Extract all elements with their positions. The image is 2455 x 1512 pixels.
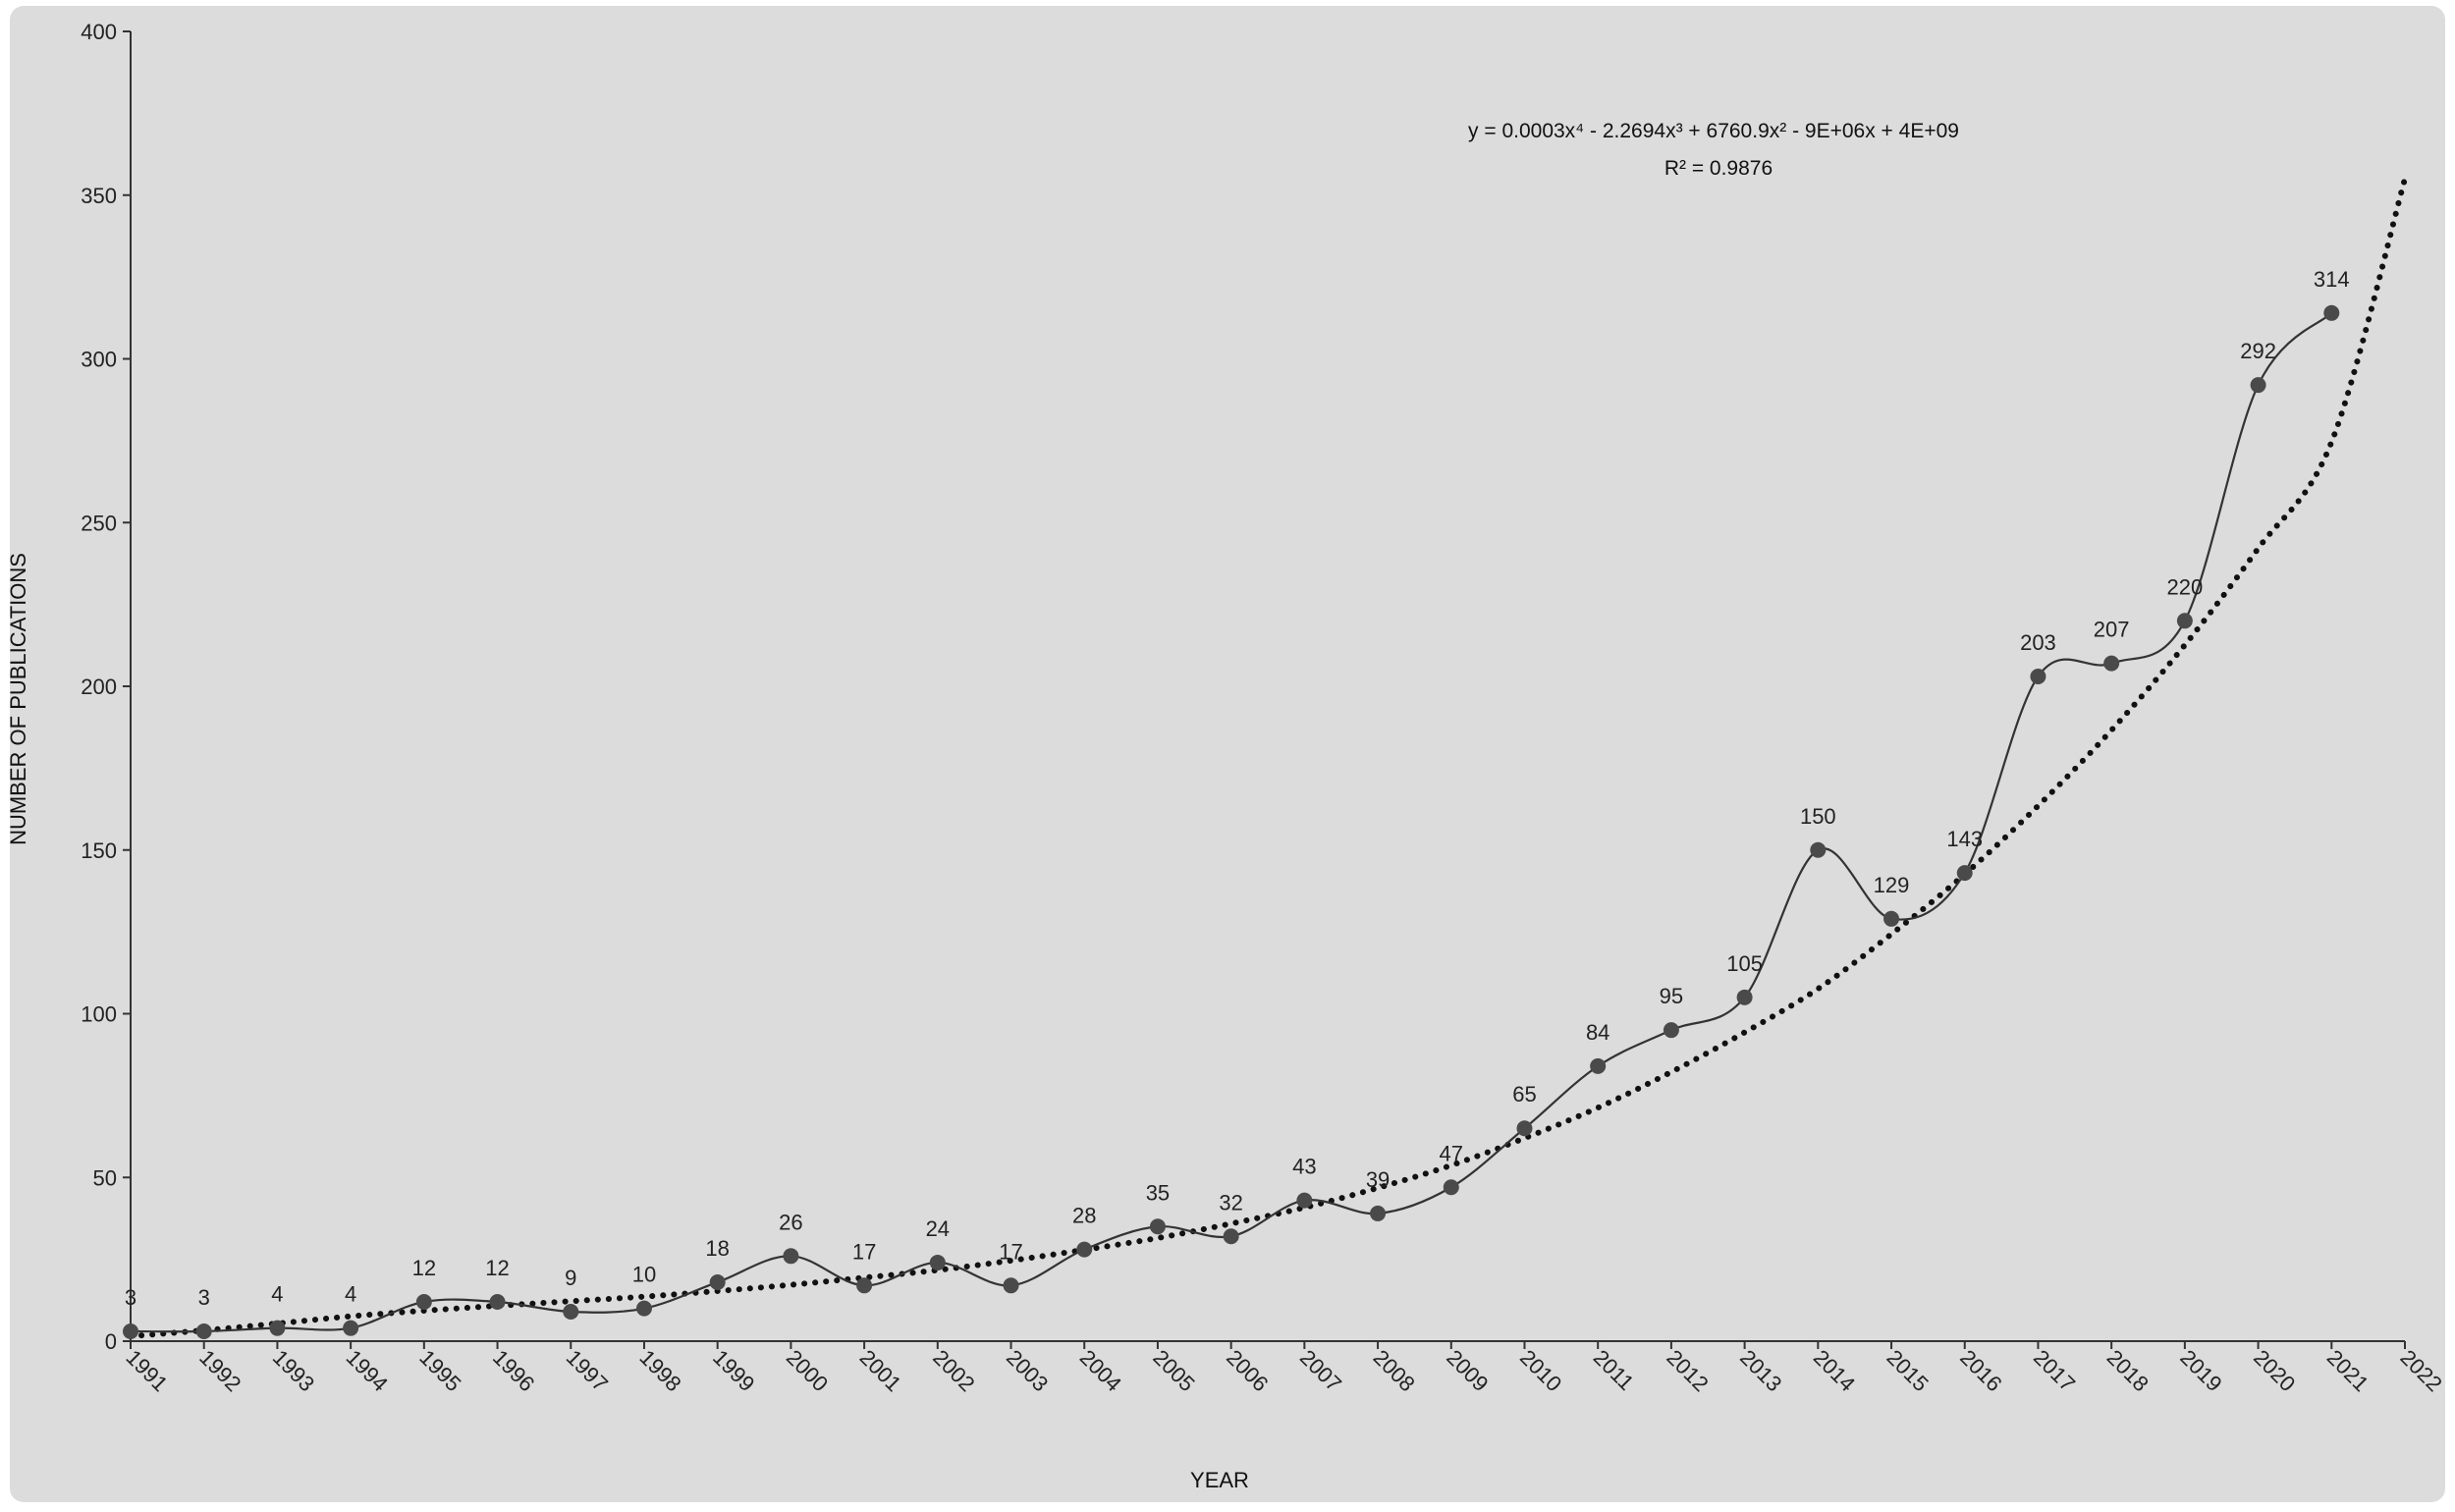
trendline-equation: y = 0.0003x⁴ - 2.2694x³ + 6760.9x² - 9E+… — [1468, 120, 1959, 142]
data-point — [489, 1293, 506, 1310]
data-point — [1296, 1192, 1313, 1209]
data-point — [123, 1323, 138, 1339]
data-point — [195, 1323, 212, 1339]
y-tick-label: 100 — [81, 1002, 117, 1027]
data-point — [635, 1300, 652, 1317]
data-point — [2250, 377, 2266, 394]
data-label: 220 — [2167, 574, 2204, 599]
y-tick-label: 50 — [93, 1165, 117, 1190]
trendline-r-squared: R² = 0.9876 — [1664, 157, 1773, 180]
data-point — [343, 1320, 359, 1336]
data-point — [2176, 613, 2193, 629]
data-point — [1516, 1120, 1533, 1137]
data-point — [783, 1248, 799, 1265]
trendline — [128, 176, 2408, 1339]
series-1 — [123, 304, 2340, 1339]
data-point — [1810, 841, 1827, 858]
data-label: 9 — [565, 1266, 576, 1290]
data-point — [1223, 1228, 1239, 1245]
data-label: 24 — [926, 1216, 950, 1241]
data-label: 43 — [1292, 1155, 1316, 1179]
data-point — [1443, 1179, 1459, 1196]
data-point — [1149, 1218, 1166, 1235]
data-point — [1663, 1022, 1679, 1039]
data-label: 95 — [1660, 984, 1683, 1008]
y-tick-label: 400 — [81, 20, 117, 44]
data-label: 3 — [125, 1285, 136, 1310]
y-tick-label: 200 — [81, 675, 117, 699]
data-label: 10 — [632, 1263, 656, 1287]
y-tick-label: 150 — [81, 838, 117, 863]
data-label: 3 — [198, 1285, 210, 1310]
data-point — [563, 1303, 579, 1320]
data-label: 17 — [999, 1239, 1022, 1264]
data-label: 32 — [1219, 1190, 1242, 1215]
data-point — [1076, 1241, 1093, 1258]
data-point — [1370, 1205, 1387, 1221]
data-label: 314 — [2314, 267, 2350, 292]
data-label: 12 — [412, 1256, 436, 1280]
data-point — [1590, 1057, 1607, 1074]
data-point — [709, 1273, 726, 1290]
y-tick-label: 300 — [81, 348, 117, 372]
trendline-path — [128, 176, 2408, 1339]
data-label: 105 — [1726, 951, 1763, 976]
data-label: 4 — [271, 1282, 283, 1307]
data-label: 143 — [1946, 827, 1983, 851]
data-point — [2030, 668, 2046, 684]
data-label: 65 — [1512, 1082, 1536, 1107]
data-point — [2103, 655, 2120, 672]
data-point — [269, 1320, 286, 1336]
y-tick-label: 0 — [105, 1329, 117, 1354]
data-point — [1883, 910, 1900, 927]
y-tick-label: 350 — [81, 184, 117, 208]
data-label: 35 — [1146, 1180, 1170, 1205]
data-label: 129 — [1874, 873, 1910, 897]
data-label: 4 — [345, 1282, 356, 1307]
data-label: 207 — [2094, 618, 2130, 642]
x-axis-title: YEAR — [1190, 1468, 1249, 1492]
data-label: 26 — [779, 1210, 802, 1234]
data-point — [929, 1254, 946, 1270]
y-axis-title: NUMBER OF PUBLICATIONS — [6, 553, 30, 845]
data-label: 84 — [1586, 1020, 1609, 1045]
data-point — [2323, 304, 2340, 321]
data-label: 18 — [705, 1236, 729, 1261]
data-label: 12 — [485, 1256, 509, 1280]
data-label: 28 — [1072, 1204, 1096, 1228]
data-label: 39 — [1366, 1167, 1390, 1192]
data-point — [1003, 1277, 1019, 1294]
data-point — [1956, 865, 1973, 882]
data-label: 47 — [1440, 1141, 1463, 1165]
data-label: 17 — [852, 1239, 876, 1264]
data-label: 150 — [1800, 804, 1836, 829]
y-tick-label: 250 — [81, 511, 117, 535]
data-label: 203 — [2020, 630, 2056, 655]
data-point — [415, 1293, 432, 1310]
data-label: 292 — [2240, 339, 2276, 363]
data-point — [1736, 989, 1753, 1005]
plot-area-background — [10, 6, 2445, 1502]
data-point — [856, 1277, 873, 1294]
